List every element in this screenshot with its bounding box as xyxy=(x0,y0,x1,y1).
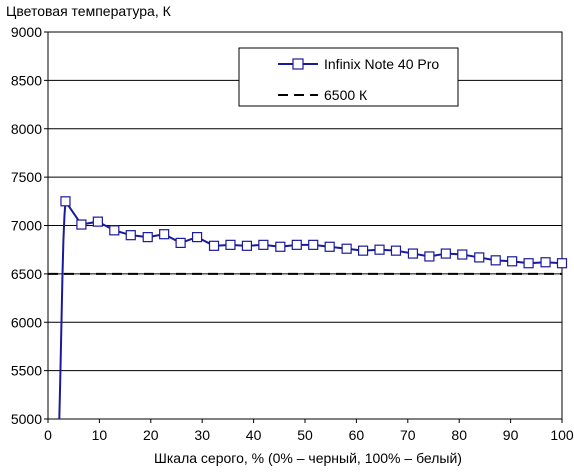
data-point-0-29 xyxy=(440,248,451,259)
data-point-0-7 xyxy=(76,219,87,230)
x-tick-label-10: 10 xyxy=(92,427,108,443)
y-tick-label-6500: 6500 xyxy=(11,266,42,282)
legend: Infinix Note 40 Pro 6500 К xyxy=(238,47,459,107)
x-axis-label: Шкала серого, % (0% – черный, 100% – бел… xyxy=(154,450,462,466)
data-point-0-13 xyxy=(175,237,186,249)
data-point-0-26 xyxy=(390,245,402,256)
data-point-0-10 xyxy=(125,230,136,241)
data-point-0-33 xyxy=(507,256,518,267)
data-point-0-31 xyxy=(474,252,485,263)
y-tick-label-7500: 7500 xyxy=(11,169,42,185)
x-tick-label-90: 90 xyxy=(503,427,519,443)
data-point-0-21 xyxy=(308,239,319,250)
grid-layer xyxy=(48,79,562,372)
x-tick-label-70: 70 xyxy=(400,427,416,443)
data-point-0-22 xyxy=(324,241,335,252)
data-point-0-24 xyxy=(357,245,369,256)
data-point-0-18 xyxy=(258,239,269,250)
y-tick-label-5500: 5500 xyxy=(11,363,42,379)
y-tick-label-9000: 9000 xyxy=(11,24,42,40)
data-point-0-32 xyxy=(490,255,501,266)
data-point-0-34 xyxy=(523,258,534,269)
y-tick-label-6000: 6000 xyxy=(11,314,42,330)
data-point-0-35 xyxy=(540,257,551,268)
legend-label-series-1: 6500 К xyxy=(324,87,368,103)
data-point-0-30 xyxy=(457,249,468,260)
data-point-0-27 xyxy=(407,248,419,259)
data-point-0-12 xyxy=(159,229,170,240)
data-point-0-20 xyxy=(291,239,302,250)
legend-box xyxy=(238,47,459,107)
y-tick-label-7000: 7000 xyxy=(11,218,42,234)
x-tick-label-50: 50 xyxy=(297,427,313,443)
x-tick-label-100: 100 xyxy=(550,427,574,443)
data-point-0-9 xyxy=(109,225,120,236)
x-tick-label-20: 20 xyxy=(143,427,159,443)
series-layer xyxy=(48,196,568,420)
data-point-0-36 xyxy=(556,258,568,269)
data-point-0-23 xyxy=(341,243,352,254)
chart-title: Цветовая температура, К xyxy=(6,3,172,19)
data-point-0-28 xyxy=(424,251,435,262)
data-point-0-14 xyxy=(191,232,203,243)
y-tick-label-8500: 8500 xyxy=(11,72,42,88)
x-tick-label-30: 30 xyxy=(194,427,210,443)
axis-layer: 5000 5500 6000 6500 7000 7500 8000 8500 9000 0 10 2… xyxy=(11,24,574,443)
x-tick-label-60: 60 xyxy=(349,427,365,443)
data-point-0-8 xyxy=(92,216,103,227)
legend-label-series-0: Infinix Note 40 Pro xyxy=(324,56,439,72)
data-point-0-15 xyxy=(208,240,220,251)
x-tick-label-80: 80 xyxy=(451,427,467,443)
data-point-0-6 xyxy=(60,196,71,207)
legend-marker-series-0 xyxy=(292,58,304,70)
data-point-0-16 xyxy=(225,239,236,250)
x-tick-label-0: 0 xyxy=(44,427,52,443)
y-tick-label-5000: 5000 xyxy=(11,411,42,427)
data-point-0-19 xyxy=(275,241,286,252)
y-tick-label-8000: 8000 xyxy=(11,121,42,137)
data-point-0-25 xyxy=(374,244,385,255)
data-point-0-11 xyxy=(142,232,153,243)
data-point-0-17 xyxy=(241,240,253,251)
x-tick-label-40: 40 xyxy=(246,427,262,443)
